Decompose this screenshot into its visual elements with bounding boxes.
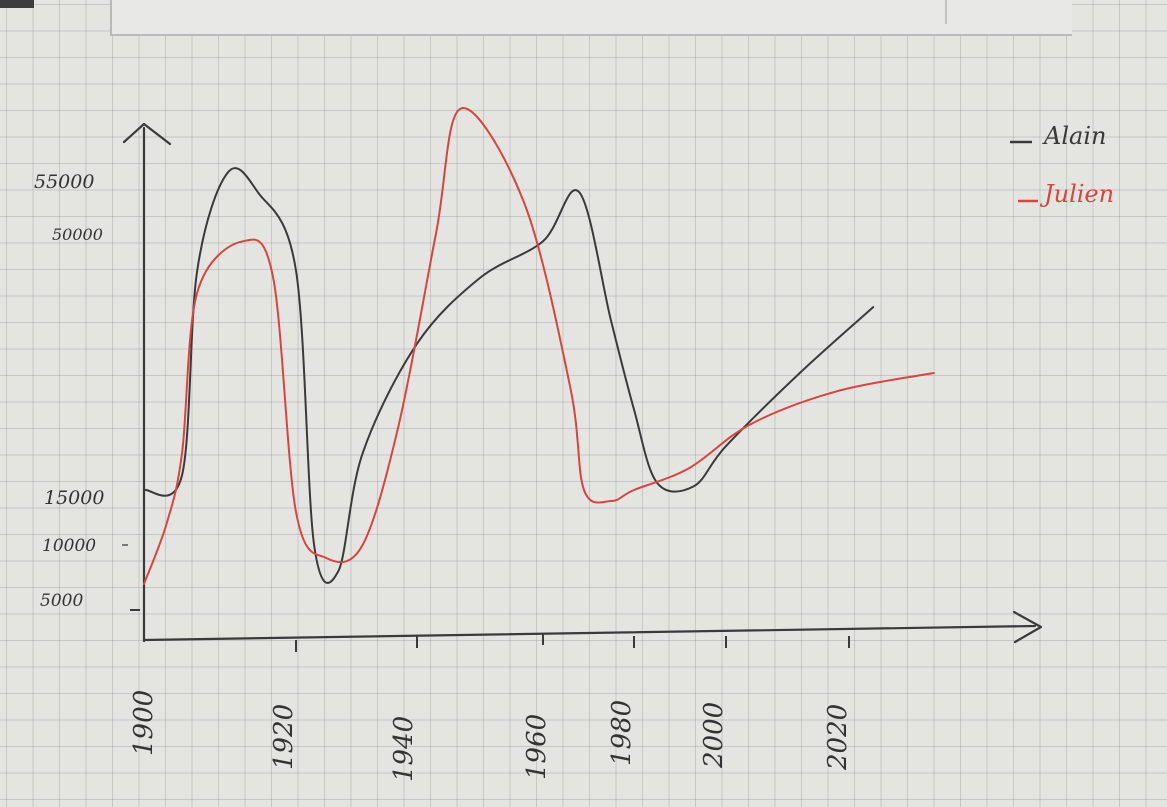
corner-mark — [0, 0, 34, 8]
legend-label-alain: Alain — [1042, 122, 1106, 150]
x-tick-label: 1980 — [607, 700, 637, 766]
series-line-julien — [143, 107, 935, 585]
x-tick-label: 1940 — [389, 716, 419, 782]
series-line-alain — [143, 167, 875, 584]
y-tick-label: 10000 — [42, 536, 96, 556]
y-tick-label: 5000 — [40, 591, 83, 611]
x-axis — [142, 610, 1043, 644]
y-axis — [122, 122, 172, 643]
series-layer — [143, 107, 935, 585]
legend-label-julien: Julien — [1039, 180, 1114, 208]
x-tick-label: 2020 — [823, 704, 853, 771]
x-tick-label: 1900 — [129, 690, 159, 756]
x-axis-ticks: 1900 1920 1940 1960 1980 2000 2020 — [129, 633, 853, 782]
y-tick-label: 50000 — [52, 225, 103, 244]
flap-divider — [945, 0, 947, 24]
y-tick-label: 55000 — [34, 171, 94, 193]
x-tick-label: 1920 — [269, 704, 299, 770]
x-tick-label: 2000 — [699, 702, 729, 769]
x-tick-label: 1960 — [522, 714, 552, 780]
y-tick-label: 15000 — [44, 487, 104, 509]
notebook-top-flap — [110, 0, 1072, 36]
y-axis-ticks: 5000 10000 15000 50000 55000 — [34, 171, 140, 611]
legend: Alain Julien — [1010, 122, 1114, 208]
